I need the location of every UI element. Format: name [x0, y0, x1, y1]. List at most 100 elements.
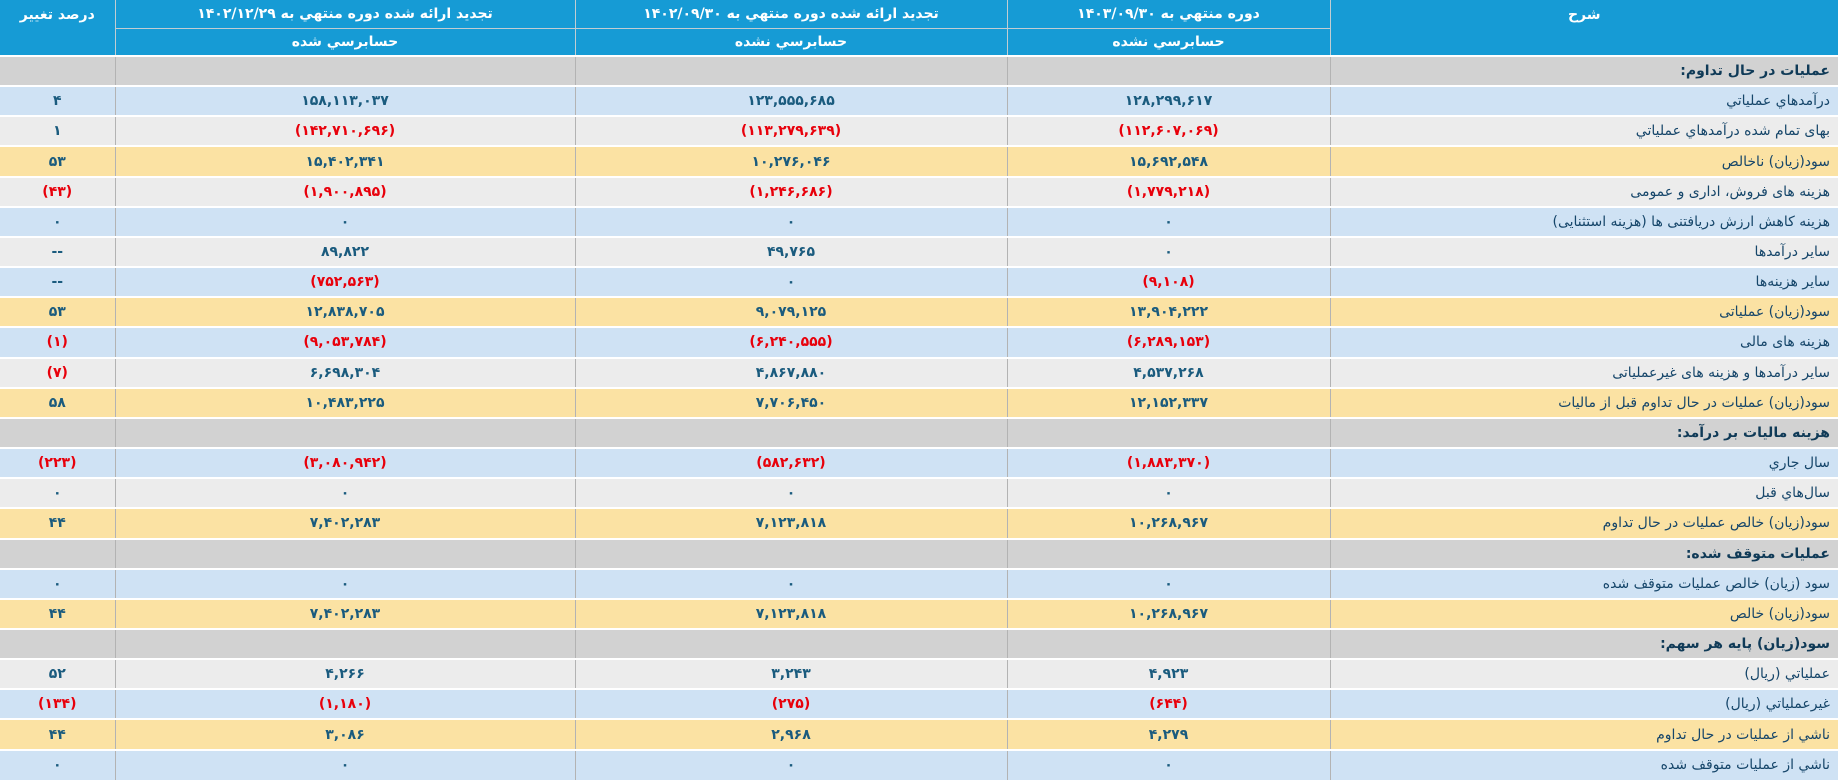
- value-pct-change: (۴۳): [0, 175, 116, 208]
- row-label: هزینه کاهش ارزش دریافتنی ها (هزینه استثن…: [1329, 205, 1838, 238]
- section-label: سود(زیان) پایه هر سهم:: [1329, 627, 1838, 661]
- value-current-period: (۶۴۴): [1006, 688, 1331, 721]
- row-label: عملياتي (ريال): [1329, 658, 1838, 691]
- value-current-period: [1006, 627, 1331, 661]
- table-row: سال‌هاي قبل ۰ ۰ ۰ ۰: [0, 477, 1838, 510]
- value-pct-change: --: [0, 266, 116, 299]
- value-restated-quarter: ۰: [574, 567, 1008, 600]
- row-label: درآمدهاي عملياتي: [1329, 85, 1838, 118]
- value-restated-quarter: (۲۷۵): [574, 688, 1008, 721]
- table-row: سایر درآمدها ۰ ۴۹,۷۶۵ ۸۹,۸۲۲ --: [0, 235, 1838, 269]
- value-restated-quarter: ۴,۸۶۷,۸۸۰: [574, 356, 1008, 389]
- table-row: ناشي از عملیات متوقف شده ۰ ۰ ۰ ۰: [0, 748, 1838, 780]
- value-current-period: ۰: [1006, 567, 1331, 600]
- table-row: سود(زیان) خالص ۱۰,۲۶۸,۹۶۷ ۷,۱۲۳,۸۱۸ ۷,۴۰۲,۲…: [0, 597, 1838, 630]
- row-label: بهای تمام شده درآمدهاي عملياتي: [1329, 115, 1838, 148]
- row-label: هزینه های مالی: [1329, 326, 1838, 359]
- value-restated-quarter: ۴۹,۷۶۵: [574, 235, 1008, 269]
- value-restated-year: (۱,۹۰۰,۸۹۵): [114, 175, 576, 208]
- row-label: هزینه های فروش، اداری و عمومی: [1329, 175, 1838, 208]
- value-restated-quarter: ۹,۰۷۹,۱۲۵: [574, 296, 1008, 329]
- value-current-period: ۱۰,۲۶۸,۹۶۷: [1006, 597, 1331, 630]
- value-restated-quarter: ۰: [574, 205, 1008, 238]
- value-current-period: [1006, 537, 1331, 570]
- value-pct-change: ۰: [0, 477, 116, 510]
- value-pct-change: [0, 54, 116, 88]
- value-restated-year: ۰: [114, 477, 576, 510]
- value-current-period: ۱۵,۶۹۲,۵۴۸: [1006, 145, 1331, 178]
- table-row: درآمدهاي عملياتي ۱۲۸,۲۹۹,۶۱۷ ۱۲۳,۵۵۵,۶۸۵ ۱۵…: [0, 85, 1838, 118]
- table-row: غیرعملياتي (ريال) (۶۴۴) (۲۷۵) (۱,۱۸۰) (۱۳۴): [0, 688, 1838, 721]
- value-current-period: (۶,۲۸۹,۱۵۳): [1006, 326, 1331, 359]
- value-restated-quarter: ۳,۲۴۳: [574, 658, 1008, 691]
- row-label: سایر هزینه‌ها: [1329, 266, 1838, 299]
- subheader-unaudited-current: حسابرسي نشده: [1006, 27, 1330, 57]
- row-label: سایر درآمدها: [1329, 235, 1838, 269]
- row-label: سال جاري: [1329, 447, 1838, 480]
- value-restated-year: ۰: [114, 748, 576, 780]
- row-label: سود (زیان) خالص عملیات متوقف شده: [1329, 567, 1838, 600]
- value-restated-year: (۷۵۲,۵۶۳): [114, 266, 576, 299]
- value-restated-quarter: (۶,۲۴۰,۵۵۵): [574, 326, 1008, 359]
- value-restated-year: [114, 54, 576, 88]
- value-pct-change: (۱): [0, 326, 116, 359]
- value-current-period: (۱,۷۷۹,۲۱۸): [1006, 175, 1331, 208]
- header-period-restated-year: تجدید ارائه شده دوره منتهي به ۱۴۰۲/۱۲/۲۹: [114, 0, 576, 29]
- row-label: سود(زیان) خالص عملیات در حال تداوم: [1329, 507, 1838, 540]
- value-current-period: ۰: [1006, 235, 1331, 269]
- value-pct-change: ۴۴: [0, 597, 116, 630]
- value-restated-year: ۷,۴۰۲,۲۸۳: [114, 507, 576, 540]
- value-restated-quarter: (۱,۲۴۶,۶۸۶): [574, 175, 1008, 208]
- value-restated-quarter: ۱۰,۲۷۶,۰۴۶: [574, 145, 1008, 178]
- value-restated-quarter: ۷,۷۰۶,۴۵۰: [574, 386, 1008, 419]
- value-restated-quarter: ۰: [574, 266, 1008, 299]
- value-pct-change: (۱۳۴): [0, 688, 116, 721]
- value-current-period: ۰: [1006, 748, 1331, 780]
- row-label: سود(زیان) ناخالص: [1329, 145, 1838, 178]
- value-restated-year: (۱۴۲,۷۱۰,۶۹۶): [114, 115, 576, 148]
- table-row: ناشي از عملیات در حال تداوم ۴,۲۷۹ ۲,۹۶۸ ۳,۰…: [0, 718, 1838, 751]
- table-row: عملياتي (ريال) ۴,۹۲۳ ۳,۲۴۳ ۴,۲۶۶ ۵۲: [0, 658, 1838, 691]
- value-current-period: ۱۲,۱۵۲,۳۳۷: [1006, 386, 1331, 419]
- row-label: غیرعملياتي (ريال): [1329, 688, 1838, 721]
- header-description: شرح: [1329, 0, 1838, 57]
- table-row: سایر هزینه‌ها (۹,۱۰۸) ۰ (۷۵۲,۵۶۳) --: [0, 266, 1838, 299]
- value-restated-year: (۱,۱۸۰): [114, 688, 576, 721]
- value-restated-quarter: ۷,۱۲۳,۸۱۸: [574, 597, 1008, 630]
- value-restated-year: ۰: [114, 205, 576, 238]
- value-pct-change: ۵۸: [0, 386, 116, 419]
- table-header: شرح دوره منتهي به ۱۴۰۳/۰۹/۳۰ تجدید ارائه…: [0, 0, 1838, 57]
- value-restated-year: ۶,۶۹۸,۳۰۴: [114, 356, 576, 389]
- value-restated-quarter: [574, 416, 1008, 450]
- value-pct-change: ۱: [0, 115, 116, 148]
- value-restated-year: ۸۹,۸۲۲: [114, 235, 576, 269]
- value-restated-year: ۰: [114, 567, 576, 600]
- value-pct-change: ۰: [0, 748, 116, 780]
- section-row: عملیات متوقف شده:: [0, 537, 1838, 570]
- section-label: عملیات در حال تداوم:: [1329, 54, 1838, 88]
- section-row: سود(زیان) پایه هر سهم:: [0, 627, 1838, 661]
- table-row: سود(زیان) عملیاتی ۱۳,۹۰۴,۲۲۲ ۹,۰۷۹,۱۲۵ ۱۲,۸…: [0, 296, 1838, 329]
- value-current-period: ۰: [1006, 205, 1331, 238]
- value-restated-year: ۱۰,۴۸۳,۲۲۵: [114, 386, 576, 419]
- row-label: سود(زیان) عملیاتی: [1329, 296, 1838, 329]
- value-current-period: ۰: [1006, 477, 1331, 510]
- value-restated-quarter: ۷,۱۲۳,۸۱۸: [574, 507, 1008, 540]
- value-restated-year: [114, 416, 576, 450]
- value-pct-change: (۲۲۳): [0, 447, 116, 480]
- table-row: هزینه های فروش، اداری و عمومی (۱,۷۷۹,۲۱۸)…: [0, 175, 1838, 208]
- table-row: سود (زیان) خالص عملیات متوقف شده ۰ ۰ ۰ ۰: [0, 567, 1838, 600]
- value-pct-change: [0, 627, 116, 661]
- table-row: سود(زیان) ناخالص ۱۵,۶۹۲,۵۴۸ ۱۰,۲۷۶,۰۴۶ ۱۵,۴…: [0, 145, 1838, 178]
- value-restated-year: ۴,۲۶۶: [114, 658, 576, 691]
- table-row: سود(زیان) عملیات در حال تداوم قبل از مال…: [0, 386, 1838, 419]
- value-pct-change: --: [0, 235, 116, 269]
- value-current-period: ۴,۲۷۹: [1006, 718, 1331, 751]
- value-restated-quarter: ۲,۹۶۸: [574, 718, 1008, 751]
- value-current-period: (۹,۱۰۸): [1006, 266, 1331, 299]
- subheader-unaudited-quarter: حسابرسي نشده: [574, 27, 1008, 57]
- value-pct-change: ۰: [0, 567, 116, 600]
- value-current-period: ۱۳,۹۰۴,۲۲۲: [1006, 296, 1331, 329]
